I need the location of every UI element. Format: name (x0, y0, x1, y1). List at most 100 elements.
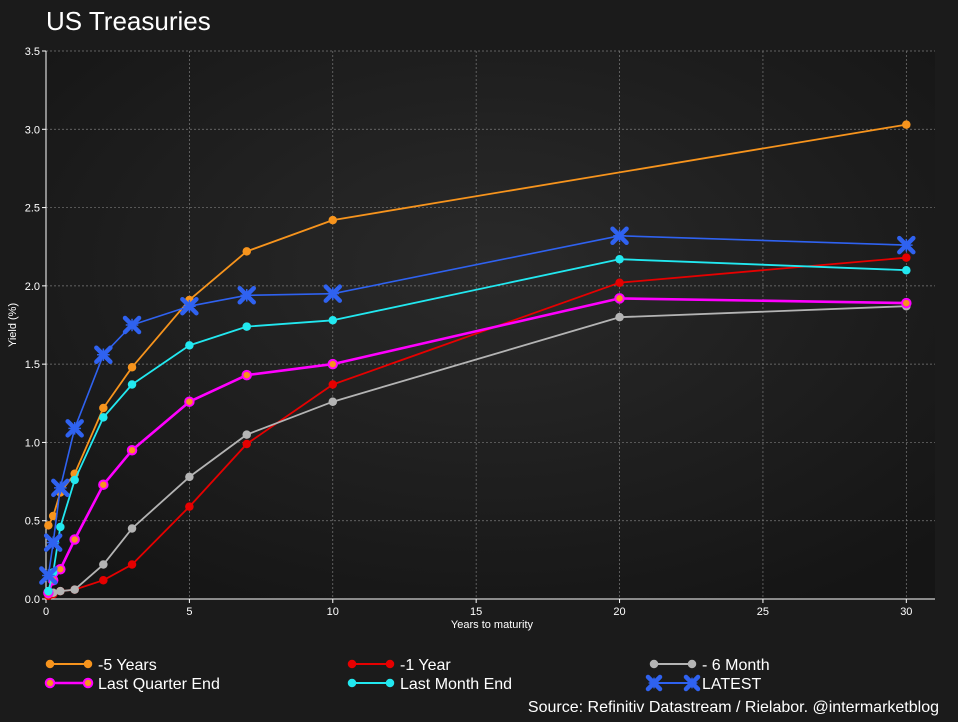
legend-item: - 6 Month (649, 657, 770, 674)
data-point (328, 397, 338, 406)
data-point (44, 521, 53, 530)
legend-marker (687, 659, 697, 669)
legend-label: LATEST (702, 676, 762, 693)
series-layer (39, 120, 916, 601)
data-point (328, 215, 338, 225)
legend-label: Last Month End (400, 676, 512, 693)
data-point (99, 413, 108, 422)
legend-item: Last Quarter End (44, 676, 220, 693)
data-point (185, 502, 194, 511)
x-tick-label: 15 (470, 606, 482, 618)
x-tick-label: 25 (757, 606, 769, 618)
legend-marker (82, 677, 94, 689)
x-tick-label: 20 (613, 606, 625, 618)
grid-lines (46, 50, 935, 599)
y-tick-label: 0.5 (25, 516, 40, 528)
y-tick-label: 1.5 (25, 359, 40, 371)
data-point (39, 566, 58, 585)
legend-marker (347, 678, 357, 688)
axes (45, 51, 935, 600)
data-point (127, 380, 137, 389)
data-point (185, 341, 194, 350)
data-point (242, 247, 251, 256)
series-line (47, 123, 907, 526)
data-point (615, 254, 624, 264)
legend-marker (683, 674, 701, 692)
x-axis-title: Years to maturity (451, 619, 534, 631)
data-point (127, 363, 137, 372)
data-point (70, 585, 79, 594)
data-point (185, 472, 194, 482)
y-tick-label: 2.5 (25, 203, 40, 215)
data-point (241, 369, 252, 381)
chart-title: US Treasuries (46, 6, 211, 36)
data-point (901, 297, 912, 309)
data-point (180, 296, 199, 316)
data-point (99, 560, 108, 569)
data-point (94, 345, 113, 364)
y-tick-label: 2.0 (25, 281, 40, 293)
x-tick-label: 0 (43, 606, 49, 618)
data-point (242, 439, 251, 449)
data-point (56, 586, 65, 596)
data-point (902, 265, 911, 275)
series-5-years (44, 120, 911, 530)
y-tick-label: 3.0 (25, 124, 40, 136)
data-point (614, 293, 625, 304)
data-point (44, 586, 53, 596)
y-axis-ticks: 0.0 0.5 1.0 1.5 2.0 2.5 3.0 3.5 (25, 46, 46, 606)
data-point (51, 478, 70, 498)
y-tick-label: 0.0 (25, 594, 40, 606)
data-point (99, 575, 108, 585)
legend-marker (45, 659, 55, 669)
legend-marker (83, 659, 93, 669)
data-point (615, 312, 624, 322)
data-point (902, 120, 911, 129)
legend-item: -5 Years (45, 657, 157, 674)
legend-marker (385, 678, 395, 688)
x-tick-label: 10 (327, 606, 339, 618)
data-point (127, 560, 137, 569)
source-note: Source: Refinitiv Datastream / Rielabor.… (528, 699, 939, 716)
data-point (902, 253, 911, 262)
data-point (98, 479, 109, 490)
data-point (48, 511, 58, 521)
data-point (70, 475, 79, 485)
legend-marker (385, 659, 395, 669)
legend-marker (645, 674, 663, 692)
data-point (43, 533, 63, 552)
legend-item: Last Month End (347, 676, 512, 693)
data-point (122, 315, 142, 335)
legend-label: -5 Years (98, 657, 157, 674)
x-axis-ticks: 0 5 10 15 20 25 30 (43, 599, 912, 618)
legend-label: -1 Year (400, 657, 451, 674)
y-tick-label: 3.5 (25, 46, 40, 58)
data-point (99, 403, 108, 413)
legend-item: -1 Year (347, 657, 451, 674)
legend-label: Last Quarter End (98, 676, 220, 693)
x-tick-label: 30 (900, 606, 912, 618)
y-tick-label: 1.0 (25, 437, 40, 449)
legend-label: - 6 Month (702, 657, 770, 674)
legend-marker (44, 677, 56, 689)
data-point (237, 286, 256, 305)
legend: -5 Years -1 Year - 6 Month Last Quarter End… (44, 657, 770, 693)
data-point (56, 522, 65, 532)
data-point (615, 278, 624, 287)
x-tick-label: 5 (186, 606, 192, 618)
data-point (328, 316, 338, 325)
series-latest (39, 226, 916, 585)
data-point (327, 358, 339, 370)
data-point (127, 524, 137, 533)
legend-marker (649, 659, 659, 669)
legend-marker (347, 659, 357, 669)
data-point (69, 534, 80, 545)
y-axis-title: Yield (%) (7, 303, 19, 347)
data-point (328, 380, 338, 389)
data-point (610, 226, 629, 246)
data-point (184, 396, 195, 407)
data-point (323, 284, 343, 303)
plot-area (46, 51, 935, 599)
data-point (65, 419, 84, 438)
